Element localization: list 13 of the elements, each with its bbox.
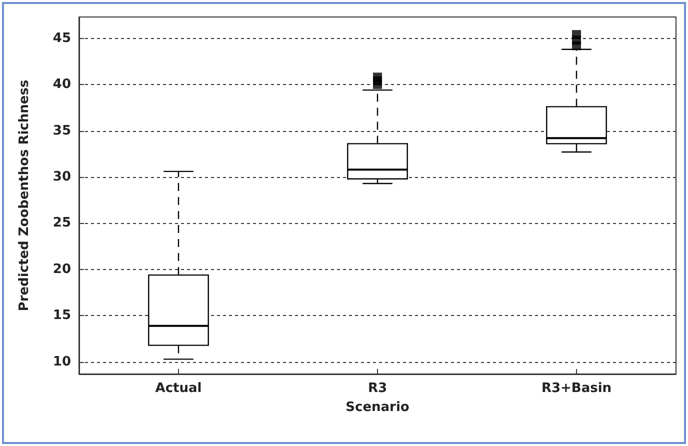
y-tick-label: 45: [52, 30, 71, 46]
y-tick-label: 40: [52, 77, 71, 92]
y-axis-title: Predicted Zoobenthos Richness: [17, 80, 32, 312]
x-tick-label: R3: [368, 381, 388, 396]
y-tick-label: 10: [52, 354, 71, 370]
y-tick-label: 30: [52, 170, 71, 185]
x-tick-label: R3+Basin: [541, 381, 612, 396]
y-tick-label: 25: [52, 216, 71, 231]
x-axis-title: Scenario: [346, 400, 410, 415]
y-tick-label: 15: [52, 308, 71, 324]
x-tick-label: Actual: [155, 381, 202, 396]
y-tick-label: 20: [52, 262, 71, 277]
y-tick-label: 35: [52, 123, 71, 138]
